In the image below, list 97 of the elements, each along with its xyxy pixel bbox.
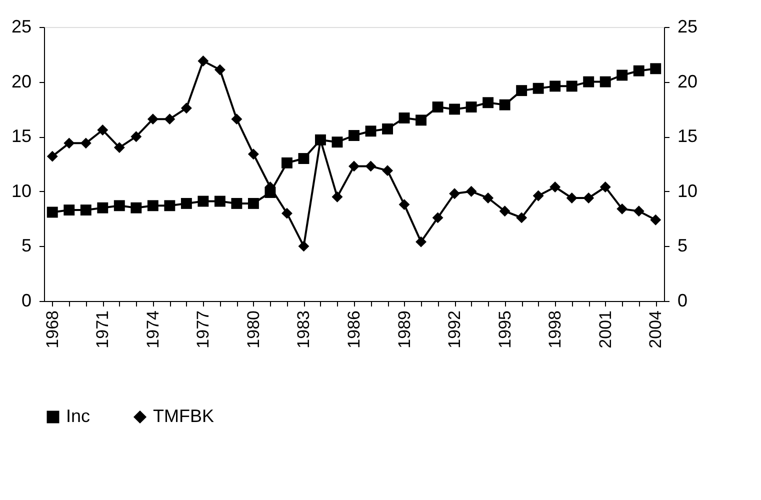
point — [616, 70, 628, 81]
point — [80, 204, 92, 216]
point — [365, 160, 376, 172]
point — [382, 165, 393, 176]
point — [466, 186, 477, 197]
point — [416, 114, 427, 126]
point — [382, 123, 393, 134]
y2-tick-label: 10 — [678, 180, 698, 201]
point — [466, 102, 477, 112]
point — [281, 208, 292, 219]
point — [332, 191, 343, 202]
point — [449, 188, 460, 200]
point — [198, 56, 209, 66]
point — [348, 130, 360, 141]
point — [198, 196, 209, 207]
point — [231, 114, 242, 125]
y-tick-label: 20 — [11, 71, 32, 92]
point — [248, 148, 259, 160]
point — [550, 80, 561, 92]
y-tick-label: 5 — [21, 236, 32, 256]
point — [449, 104, 460, 115]
x-tick-label: 1989 — [394, 310, 414, 348]
legend-label: TMFBK — [153, 406, 214, 426]
point — [416, 236, 427, 248]
point — [147, 200, 158, 212]
point — [516, 212, 528, 224]
point — [164, 200, 176, 212]
point — [516, 85, 528, 96]
point — [298, 153, 310, 164]
y2-tick-label: 0 — [678, 290, 688, 310]
x-tick-label: 1977 — [194, 310, 213, 348]
point — [64, 138, 75, 149]
point — [80, 138, 92, 149]
x-tick-label: 1998 — [546, 310, 565, 348]
point — [633, 206, 644, 217]
y-tick-label: 10 — [11, 180, 32, 201]
x-tick-label: 1992 — [445, 310, 464, 348]
point — [332, 136, 343, 148]
point — [114, 200, 125, 212]
x-tick-label: 1986 — [344, 310, 364, 348]
point — [398, 199, 410, 210]
y-tick-label: 25 — [11, 16, 32, 36]
y-tick-label: 0 — [21, 290, 32, 310]
point — [432, 212, 444, 224]
point — [482, 97, 494, 108]
point — [214, 64, 226, 76]
point — [566, 80, 578, 92]
point — [130, 131, 142, 142]
point — [97, 124, 108, 136]
point — [583, 192, 594, 204]
y-tick-label: 15 — [11, 126, 32, 146]
point — [147, 114, 158, 125]
x-tick-label: 1995 — [495, 310, 514, 348]
x-tick-label: 1968 — [42, 310, 62, 348]
point — [298, 240, 310, 252]
point — [482, 192, 494, 204]
point — [398, 112, 410, 124]
point — [600, 182, 611, 192]
point — [365, 126, 376, 137]
point — [164, 114, 176, 125]
x-tick-label: 2001 — [596, 310, 615, 348]
point — [650, 214, 662, 226]
y2-tick-label: 15 — [678, 126, 698, 146]
point — [180, 102, 192, 114]
y2-tick-label: 25 — [678, 16, 698, 36]
x-tick-label: 1971 — [93, 310, 112, 348]
point — [532, 190, 544, 202]
point — [114, 142, 125, 154]
point — [64, 204, 75, 216]
point — [499, 206, 510, 217]
point — [616, 203, 628, 214]
legend-label: Inc — [66, 406, 90, 426]
point — [281, 157, 292, 168]
point — [633, 65, 644, 76]
point — [231, 198, 242, 209]
point — [130, 202, 142, 214]
x-tick-label: 1974 — [143, 310, 162, 348]
point — [348, 160, 360, 172]
point — [532, 82, 544, 94]
point — [566, 192, 578, 204]
point — [46, 150, 58, 162]
y2-tick-label: 20 — [678, 71, 698, 92]
point — [583, 76, 594, 88]
point — [600, 76, 611, 88]
x-tick-label: 2004 — [646, 310, 666, 348]
point — [180, 198, 192, 209]
point — [550, 182, 561, 192]
point — [97, 202, 108, 214]
y2-tick-label: 5 — [678, 236, 688, 256]
point — [432, 102, 444, 112]
x-tick-label: 1983 — [294, 310, 314, 348]
x-tick-label: 1980 — [244, 310, 263, 348]
point — [499, 99, 510, 110]
point — [248, 198, 259, 209]
point — [46, 206, 58, 218]
point — [650, 63, 662, 74]
point — [214, 196, 226, 207]
